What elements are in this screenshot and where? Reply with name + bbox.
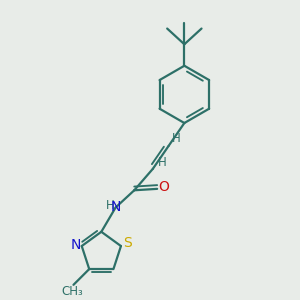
Text: H: H	[172, 132, 181, 145]
Text: H: H	[158, 156, 166, 169]
Text: N: N	[70, 238, 81, 252]
Text: N: N	[111, 200, 122, 214]
Text: S: S	[123, 236, 132, 250]
Text: CH₃: CH₃	[61, 285, 83, 298]
Text: O: O	[158, 180, 169, 194]
Text: H: H	[106, 199, 115, 212]
